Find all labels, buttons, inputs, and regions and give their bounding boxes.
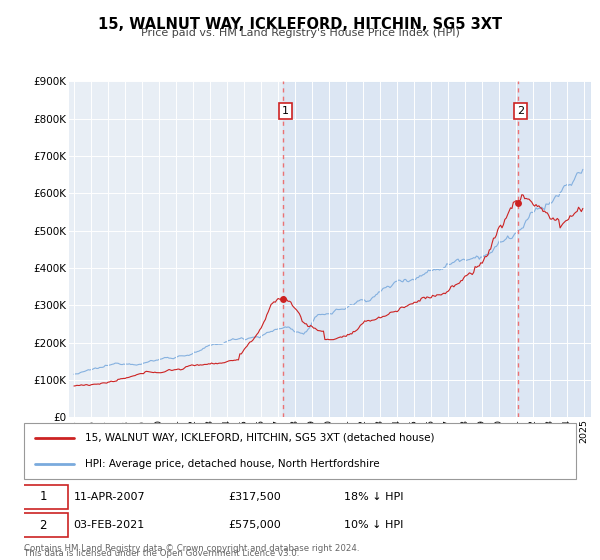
Text: 11-APR-2007: 11-APR-2007 bbox=[74, 492, 145, 502]
Text: Contains HM Land Registry data © Crown copyright and database right 2024.: Contains HM Land Registry data © Crown c… bbox=[24, 544, 359, 553]
Text: 1: 1 bbox=[282, 106, 289, 116]
FancyBboxPatch shape bbox=[19, 513, 68, 538]
Text: £575,000: £575,000 bbox=[228, 520, 281, 530]
Text: 15, WALNUT WAY, ICKLEFORD, HITCHIN, SG5 3XT: 15, WALNUT WAY, ICKLEFORD, HITCHIN, SG5 … bbox=[98, 17, 502, 32]
Bar bbox=[283, 81, 591, 417]
FancyBboxPatch shape bbox=[24, 423, 576, 479]
Text: 10% ↓ HPI: 10% ↓ HPI bbox=[344, 520, 404, 530]
Text: HPI: Average price, detached house, North Hertfordshire: HPI: Average price, detached house, Nort… bbox=[85, 459, 379, 469]
Text: £317,500: £317,500 bbox=[228, 492, 281, 502]
Text: 2: 2 bbox=[517, 106, 524, 116]
Text: 18% ↓ HPI: 18% ↓ HPI bbox=[344, 492, 404, 502]
Text: This data is licensed under the Open Government Licence v3.0.: This data is licensed under the Open Gov… bbox=[24, 549, 299, 558]
Text: 1: 1 bbox=[40, 491, 47, 503]
Text: 03-FEB-2021: 03-FEB-2021 bbox=[74, 520, 145, 530]
FancyBboxPatch shape bbox=[19, 484, 68, 509]
Text: 15, WALNUT WAY, ICKLEFORD, HITCHIN, SG5 3XT (detached house): 15, WALNUT WAY, ICKLEFORD, HITCHIN, SG5 … bbox=[85, 433, 434, 443]
Text: 2: 2 bbox=[40, 519, 47, 531]
Text: Price paid vs. HM Land Registry's House Price Index (HPI): Price paid vs. HM Land Registry's House … bbox=[140, 28, 460, 38]
